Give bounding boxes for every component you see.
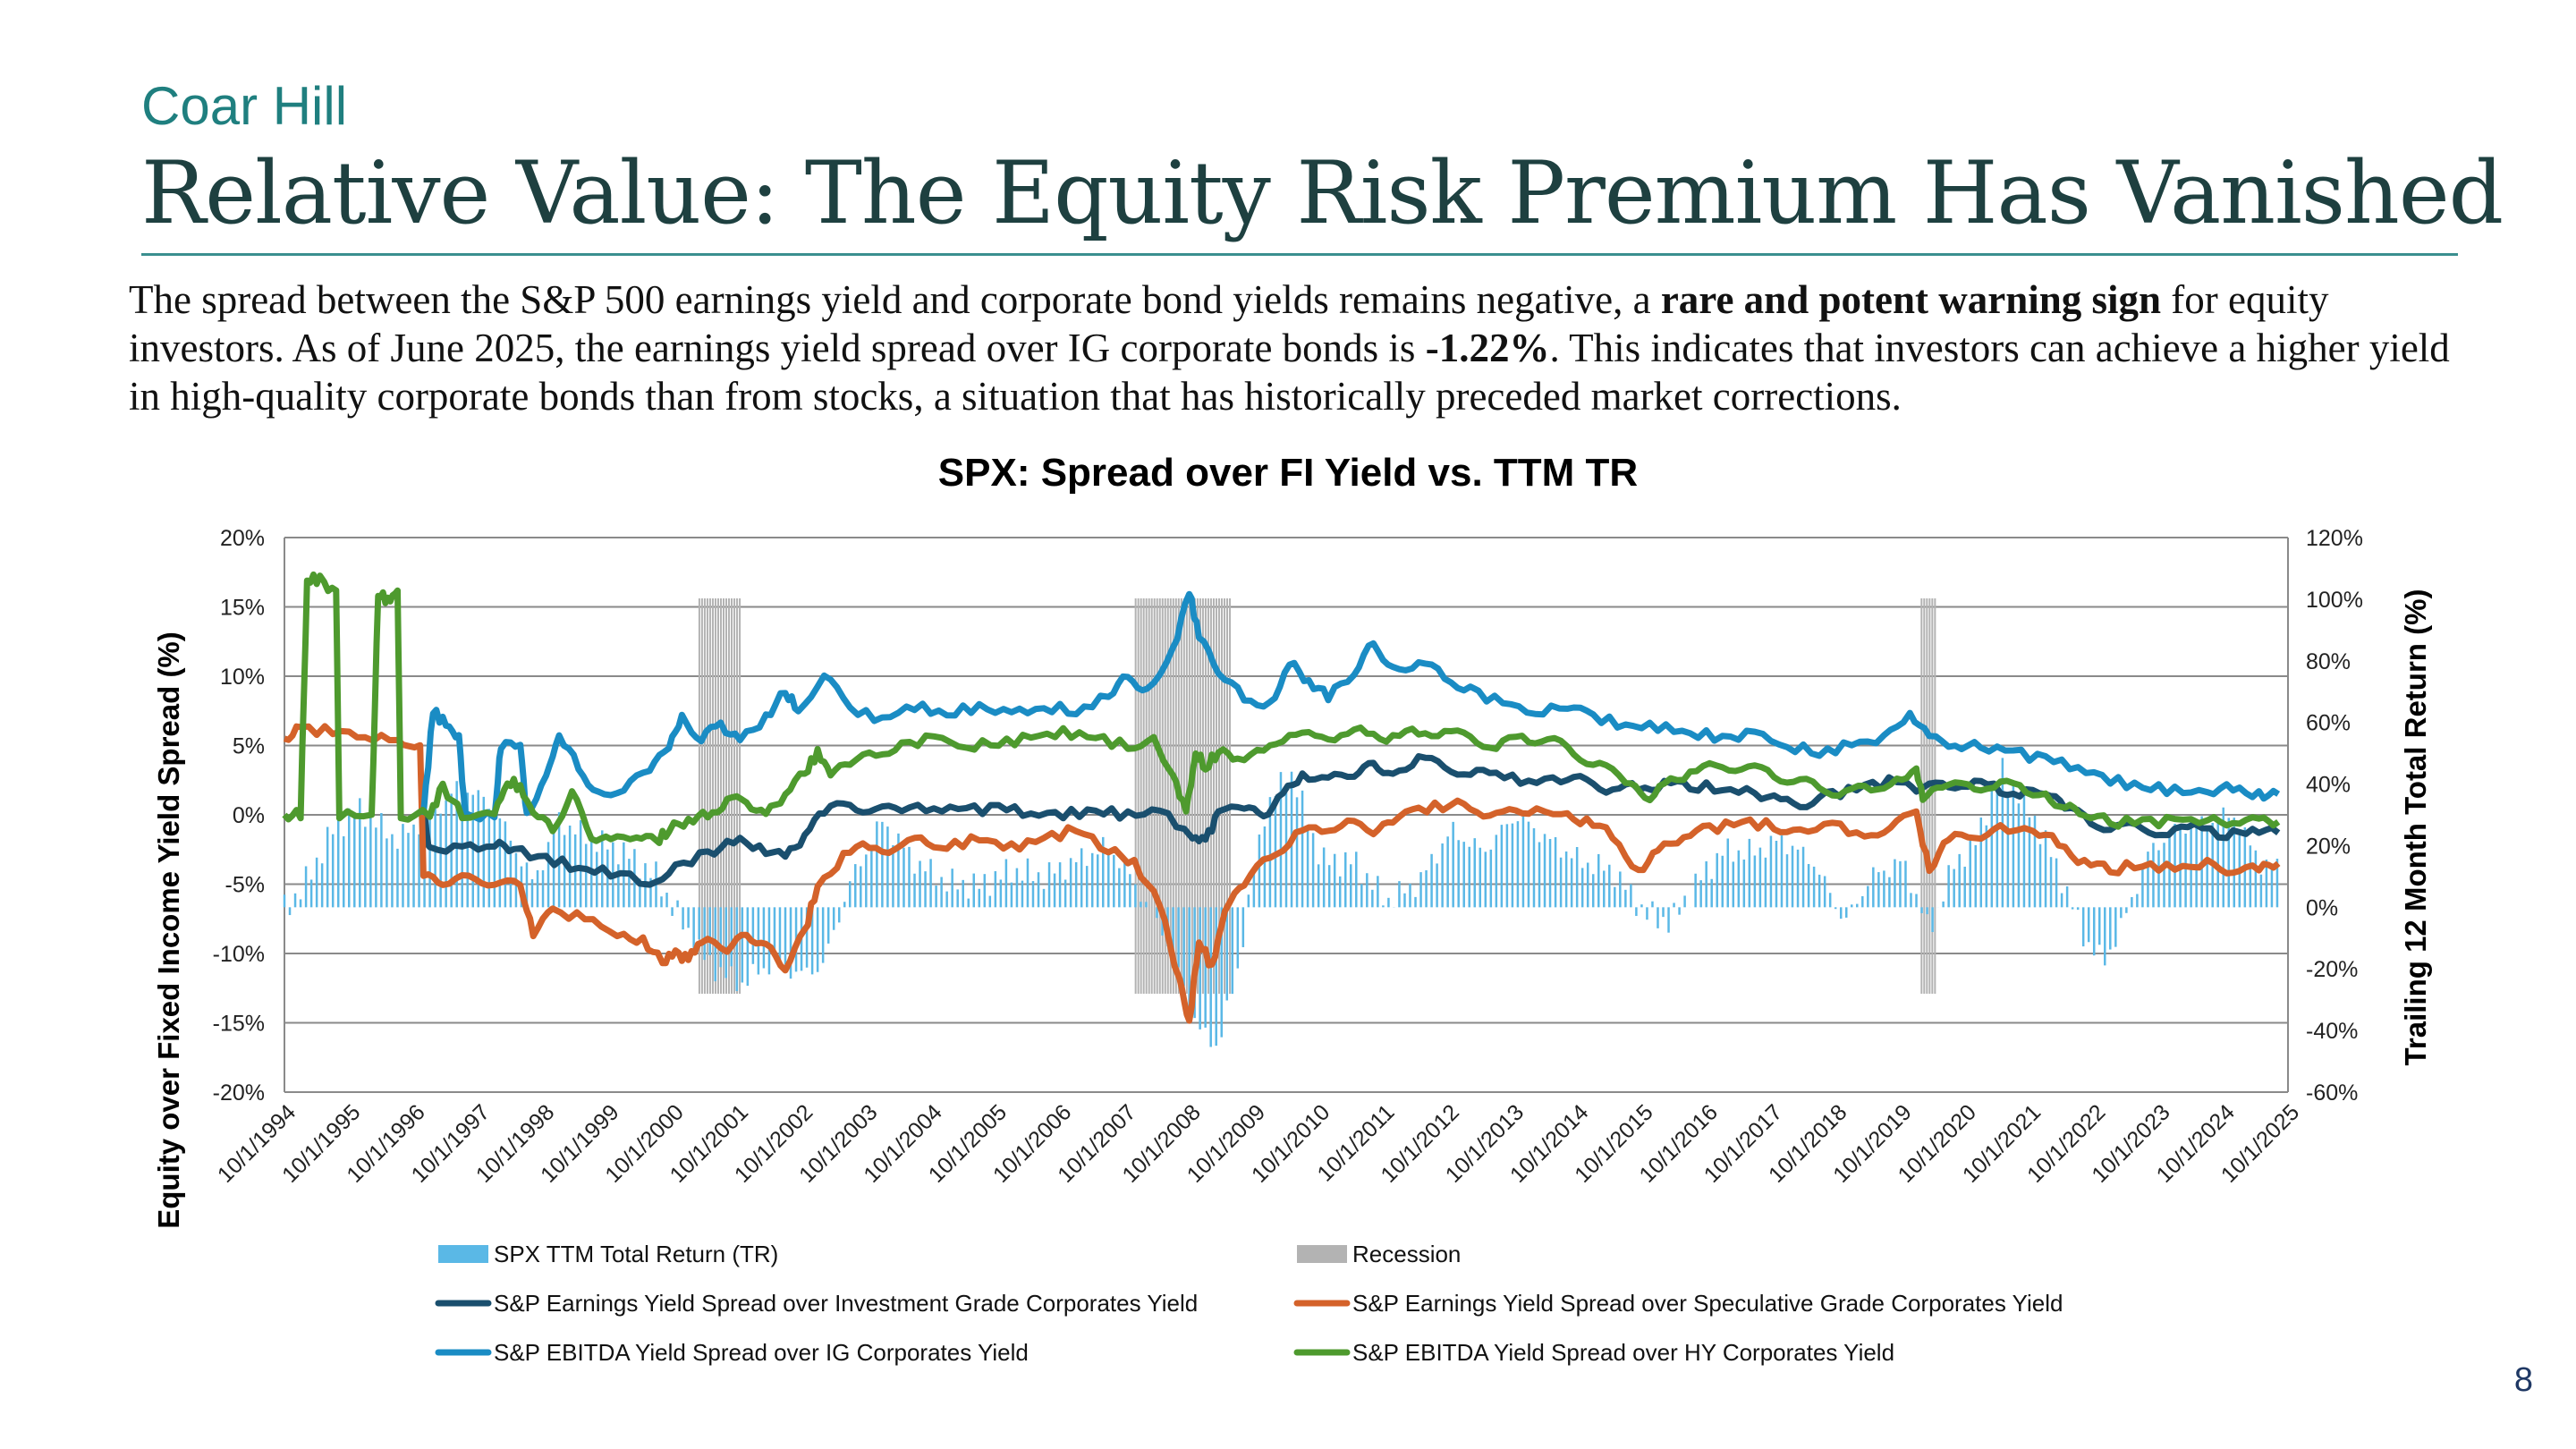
- y-tick-label: -20%: [213, 1080, 265, 1106]
- legend-label: SPX TTM Total Return (TR): [494, 1241, 778, 1267]
- legend-label: S&P EBITDA Yield Spread over IG Corporat…: [494, 1339, 1029, 1366]
- legend-label: S&P Earnings Yield Spread over Investmen…: [494, 1290, 1198, 1317]
- series-line: [419, 590, 2281, 823]
- title-divider: [141, 253, 2458, 256]
- y-tick-label: 15%: [220, 596, 265, 621]
- y2-tick-label: 20%: [2306, 834, 2351, 859]
- legend-swatch: [438, 1245, 488, 1263]
- y2-tick-label: 60%: [2306, 711, 2351, 736]
- y2-tick-label: 100%: [2306, 588, 2363, 613]
- y-tick-label: -15%: [213, 1012, 265, 1037]
- summary-paragraph: The spread between the S&P 500 earnings …: [129, 275, 2463, 420]
- y2-tick-label: 120%: [2306, 526, 2363, 551]
- summary-bold-1: rare and potent warning sign: [1660, 277, 2162, 322]
- y2-tick-label: -20%: [2306, 957, 2358, 982]
- y2-tick-label: 80%: [2306, 649, 2351, 674]
- legend-label: S&P Earnings Yield Spread over Speculati…: [1352, 1290, 2063, 1317]
- y2-tick-label: 0%: [2306, 895, 2338, 920]
- series-line: [282, 571, 2281, 846]
- y-tick-label: 10%: [220, 665, 265, 690]
- y2-tick-label: -40%: [2306, 1019, 2358, 1044]
- summary-bold-2: -1.22%: [1425, 326, 1550, 370]
- legend-swatch: [1297, 1245, 1347, 1263]
- y-axis-title: Equity over Fixed Income Yield Spread (%…: [152, 631, 185, 1229]
- y-tick-label: 20%: [220, 526, 265, 551]
- series-line: [283, 723, 2281, 1024]
- summary-text-2: for equity investors. As of June 2025, t…: [129, 277, 2329, 370]
- page-title: Relative Value: The Equity Risk Premium …: [141, 143, 2504, 243]
- page-number: 8: [2513, 1361, 2533, 1399]
- summary-text-1: The spread between the S&P 500 earnings …: [129, 277, 1661, 322]
- y2-tick-label: 40%: [2306, 773, 2351, 798]
- legend-label: Recession: [1352, 1241, 1461, 1267]
- y-tick-label: -5%: [225, 873, 265, 898]
- series-line: [420, 753, 2281, 888]
- y-tick-label: -10%: [213, 942, 265, 967]
- y2-axis-title: Trailing 12 Month Total Return (%): [2399, 589, 2432, 1066]
- legend-label: S&P EBITDA Yield Spread over HY Corporat…: [1352, 1339, 1894, 1366]
- chart-title: SPX: Spread over FI Yield vs. TTM TR: [937, 451, 1639, 495]
- y-tick-label: 0%: [233, 803, 265, 828]
- brand-name: Coar Hill: [141, 76, 348, 136]
- summary-text-3: . This indicates that investors can achi…: [129, 326, 2450, 419]
- y-tick-label: 5%: [233, 734, 265, 759]
- y2-tick-label: -60%: [2306, 1080, 2358, 1106]
